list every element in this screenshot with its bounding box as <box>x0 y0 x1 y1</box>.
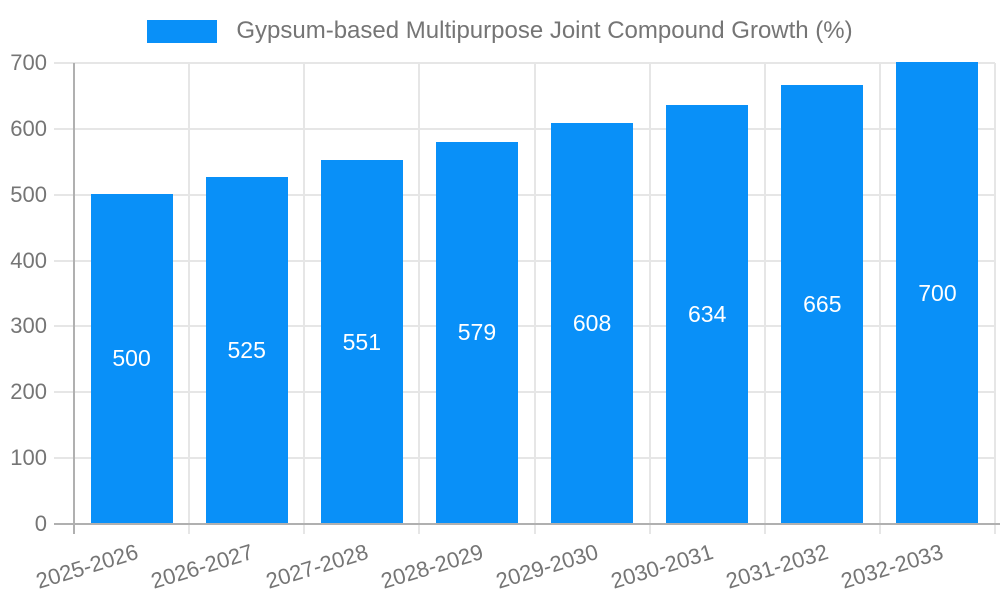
gridline-vertical <box>188 63 191 534</box>
bar-chart: Gypsum-based Multipurpose Joint Compound… <box>0 17 1000 594</box>
y-axis-tick-label: 400 <box>10 247 47 273</box>
y-axis-tick-label: 0 <box>34 511 47 536</box>
gridline-vertical <box>533 63 536 534</box>
bar-value-label: 634 <box>688 301 727 328</box>
gridline-vertical <box>418 63 421 534</box>
bar-value-label: 608 <box>572 309 612 336</box>
gridline-vertical <box>763 63 766 534</box>
gridline-horizontal <box>54 127 995 130</box>
gridline-horizontal <box>54 193 995 196</box>
bar <box>435 141 518 523</box>
gridline-horizontal <box>54 391 995 394</box>
x-axis-line <box>54 523 1000 525</box>
bar <box>896 62 979 523</box>
y-axis-line <box>73 63 75 534</box>
y-axis-tick-label: 100 <box>10 445 47 471</box>
plot-area: 0 100 200 300 400 500 600 700 500 525 551 579 608 634… <box>10 50 1000 594</box>
y-axis-tick-label: 200 <box>10 379 47 405</box>
bar-value-label: 500 <box>112 345 151 372</box>
gridline-vertical <box>878 63 881 534</box>
y-axis-tick-label: 500 <box>10 181 47 207</box>
y-axis-tick-label: 300 <box>10 313 47 339</box>
legend-swatch <box>147 19 218 43</box>
bar <box>781 85 864 523</box>
bar-value-label: 700 <box>918 279 957 306</box>
gridline-vertical <box>648 63 651 534</box>
y-axis-tick-label: 700 <box>10 50 47 75</box>
chart-legend: Gypsum-based Multipurpose Joint Compound… <box>0 17 1000 45</box>
bar-value-label: 551 <box>342 328 381 355</box>
bar-value-label: 665 <box>803 291 842 318</box>
bar-value-label: 579 <box>457 319 497 346</box>
bar-value-label: 525 <box>227 337 266 364</box>
y-axis-tick-label: 600 <box>10 115 47 141</box>
bar <box>205 177 288 523</box>
gridline-horizontal <box>54 325 995 328</box>
bar <box>90 193 173 523</box>
gridline-horizontal <box>54 457 995 460</box>
gridline-vertical <box>303 63 306 534</box>
legend-label: Gypsum-based Multipurpose Joint Compound… <box>236 17 853 44</box>
gridline-horizontal <box>54 62 995 64</box>
bar <box>666 105 749 523</box>
gridline-vertical <box>994 63 996 534</box>
bar <box>551 122 634 523</box>
bar <box>320 160 403 523</box>
gridline-horizontal <box>54 259 995 262</box>
